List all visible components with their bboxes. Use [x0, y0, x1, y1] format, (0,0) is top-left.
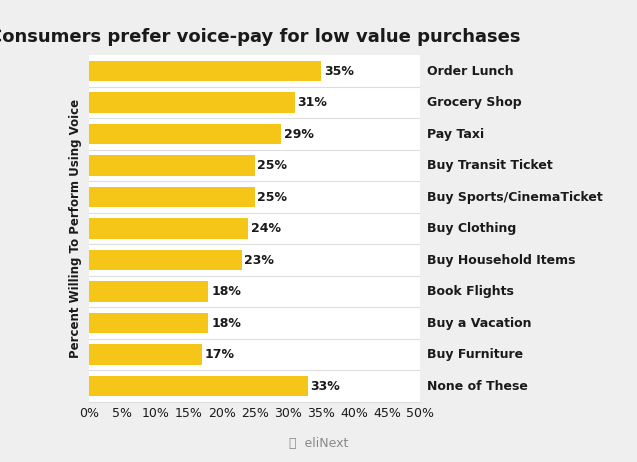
Text: Buy Sports/CinemaTicket: Buy Sports/CinemaTicket	[427, 191, 603, 204]
Bar	[89, 313, 208, 334]
Bar	[89, 219, 248, 239]
Text: 35%: 35%	[324, 65, 354, 78]
Text: Pay Taxi: Pay Taxi	[427, 128, 484, 141]
Bar	[89, 187, 255, 207]
Text: Buy a Vacation: Buy a Vacation	[427, 316, 531, 330]
Text: 29%: 29%	[284, 128, 314, 141]
Text: 24%: 24%	[251, 222, 281, 235]
Text: Buy Clothing: Buy Clothing	[427, 222, 516, 235]
Bar	[89, 61, 321, 81]
Text: ⧈  eliNext: ⧈ eliNext	[289, 438, 348, 450]
Text: Buy Household Items: Buy Household Items	[427, 254, 575, 267]
Text: 23%: 23%	[244, 254, 274, 267]
Bar	[89, 124, 282, 145]
Text: None of These: None of These	[427, 380, 527, 393]
Bar	[89, 250, 241, 270]
Text: Order Lunch: Order Lunch	[427, 65, 513, 78]
Text: Buy Transit Ticket: Buy Transit Ticket	[427, 159, 552, 172]
Text: 18%: 18%	[211, 285, 241, 298]
Text: Book Flights: Book Flights	[427, 285, 513, 298]
Text: 25%: 25%	[257, 159, 287, 172]
Bar	[89, 92, 294, 113]
Text: Buy Furniture: Buy Furniture	[427, 348, 523, 361]
Title: Consumers prefer voice-pay for low value purchases: Consumers prefer voice-pay for low value…	[0, 28, 520, 46]
Text: 33%: 33%	[310, 380, 340, 393]
Bar	[89, 345, 202, 365]
Y-axis label: Percent Willing To Perform Using Voice: Percent Willing To Perform Using Voice	[69, 99, 82, 358]
Bar	[89, 281, 208, 302]
Text: Grocery Shop: Grocery Shop	[427, 96, 522, 109]
Text: 18%: 18%	[211, 316, 241, 330]
Text: 17%: 17%	[204, 348, 234, 361]
Bar	[89, 155, 255, 176]
Text: 25%: 25%	[257, 191, 287, 204]
Text: 31%: 31%	[297, 96, 327, 109]
Bar	[89, 376, 308, 396]
